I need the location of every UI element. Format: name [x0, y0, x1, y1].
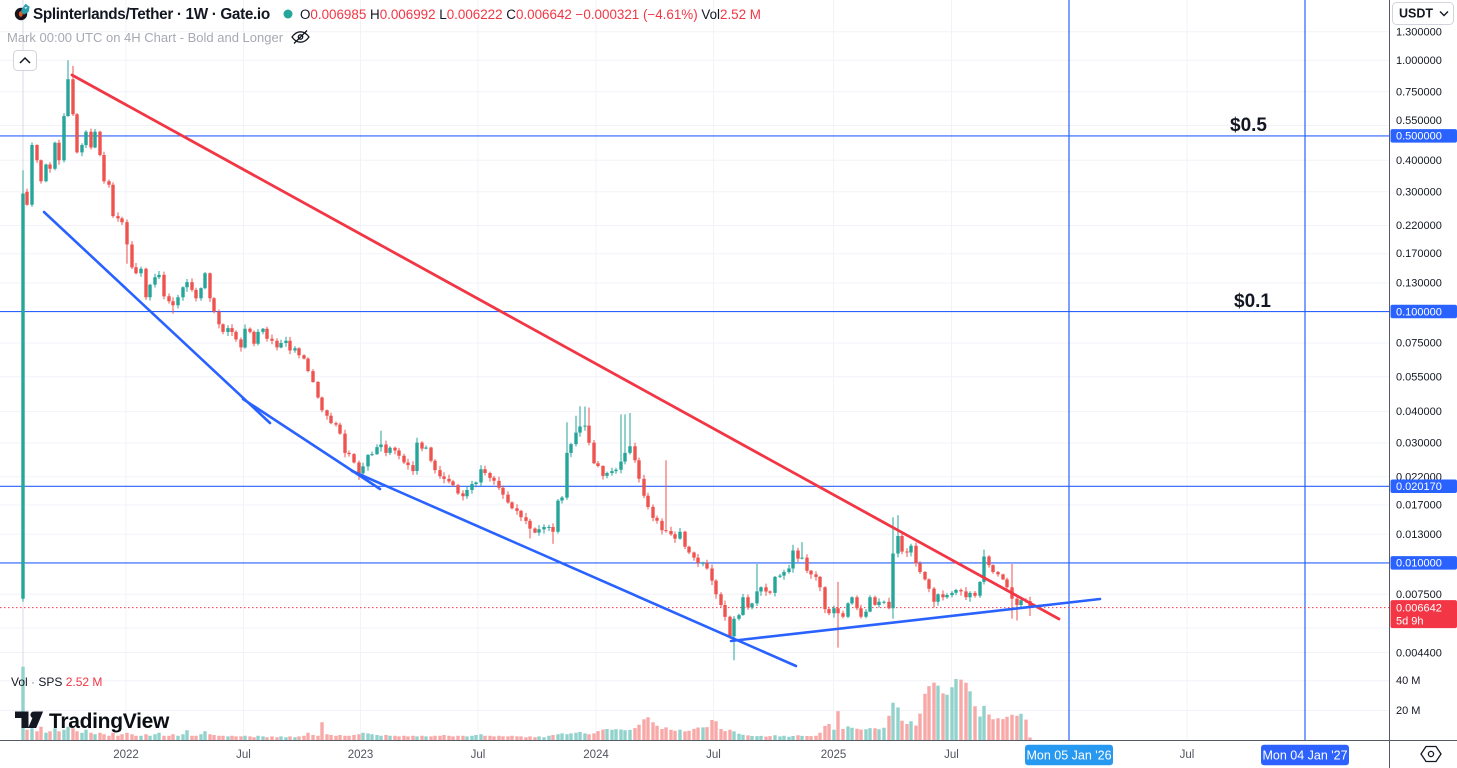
svg-text:$0.5: $0.5 — [1230, 115, 1267, 136]
svg-text:O0.006985 H0.006992 L0.00622: O0.006985 H0.006992 L0.006222 C0.006642 … — [300, 7, 761, 22]
svg-text:0.004400: 0.004400 — [1396, 647, 1442, 659]
svg-text:Mon 05 Jan '26: Mon 05 Jan '26 — [1026, 748, 1111, 762]
svg-text:0.075000: 0.075000 — [1396, 338, 1442, 350]
svg-text:TradingView: TradingView — [49, 710, 170, 733]
svg-text:Mon 04 Jan '27: Mon 04 Jan '27 — [1262, 748, 1347, 762]
svg-text:0.550000: 0.550000 — [1396, 115, 1442, 127]
svg-text:0.300000: 0.300000 — [1396, 186, 1442, 198]
svg-text:0.500000: 0.500000 — [1396, 131, 1442, 143]
svg-text:0.400000: 0.400000 — [1396, 155, 1442, 167]
svg-text:Jul: Jul — [471, 749, 486, 761]
svg-text:0.220000: 0.220000 — [1396, 220, 1442, 232]
svg-text:20 M: 20 M — [1396, 705, 1420, 717]
svg-text:Splinterlands/Tether · 1W · Ga: Splinterlands/Tether · 1W · Gate.io — [33, 6, 270, 23]
svg-text:0.055000: 0.055000 — [1396, 372, 1442, 384]
svg-text:Mark 00:00 UTC on 4H Chart - B: Mark 00:00 UTC on 4H Chart - Bold and Lo… — [7, 30, 284, 45]
svg-text:0.040000: 0.040000 — [1396, 406, 1442, 418]
svg-text:2022: 2022 — [113, 749, 139, 761]
svg-text:USDT: USDT — [1399, 7, 1433, 21]
svg-text:Jul: Jul — [706, 749, 721, 761]
svg-text:Jul: Jul — [944, 749, 959, 761]
svg-text:0.010000: 0.010000 — [1396, 558, 1442, 570]
svg-text:0.750000: 0.750000 — [1396, 86, 1442, 98]
svg-text:0.017000: 0.017000 — [1396, 500, 1442, 512]
svg-text:0.013000: 0.013000 — [1396, 529, 1442, 541]
svg-text:0.030000: 0.030000 — [1396, 438, 1442, 450]
svg-text:1.000000: 1.000000 — [1396, 55, 1442, 67]
svg-text:0.130000: 0.130000 — [1396, 277, 1442, 289]
svg-text:Jul: Jul — [236, 749, 251, 761]
svg-text:1.300000: 1.300000 — [1396, 26, 1442, 38]
svg-text:Jul: Jul — [1180, 749, 1195, 761]
svg-text:0.006642: 0.006642 — [1396, 602, 1442, 614]
svg-text:2023: 2023 — [348, 749, 374, 761]
svg-text:$0.1: $0.1 — [1234, 291, 1271, 312]
svg-text:0.170000: 0.170000 — [1396, 248, 1442, 260]
svg-text:0.100000: 0.100000 — [1396, 306, 1442, 318]
svg-text:2025: 2025 — [821, 749, 847, 761]
svg-text:2024: 2024 — [583, 749, 609, 761]
svg-text:Vol · SPS 2.52 M: Vol · SPS 2.52 M — [11, 675, 102, 689]
svg-text:0.007500: 0.007500 — [1396, 589, 1442, 601]
svg-text:5d 9h: 5d 9h — [1396, 615, 1424, 627]
svg-text:40 M: 40 M — [1396, 675, 1420, 687]
svg-text:0.020170: 0.020170 — [1396, 481, 1442, 493]
